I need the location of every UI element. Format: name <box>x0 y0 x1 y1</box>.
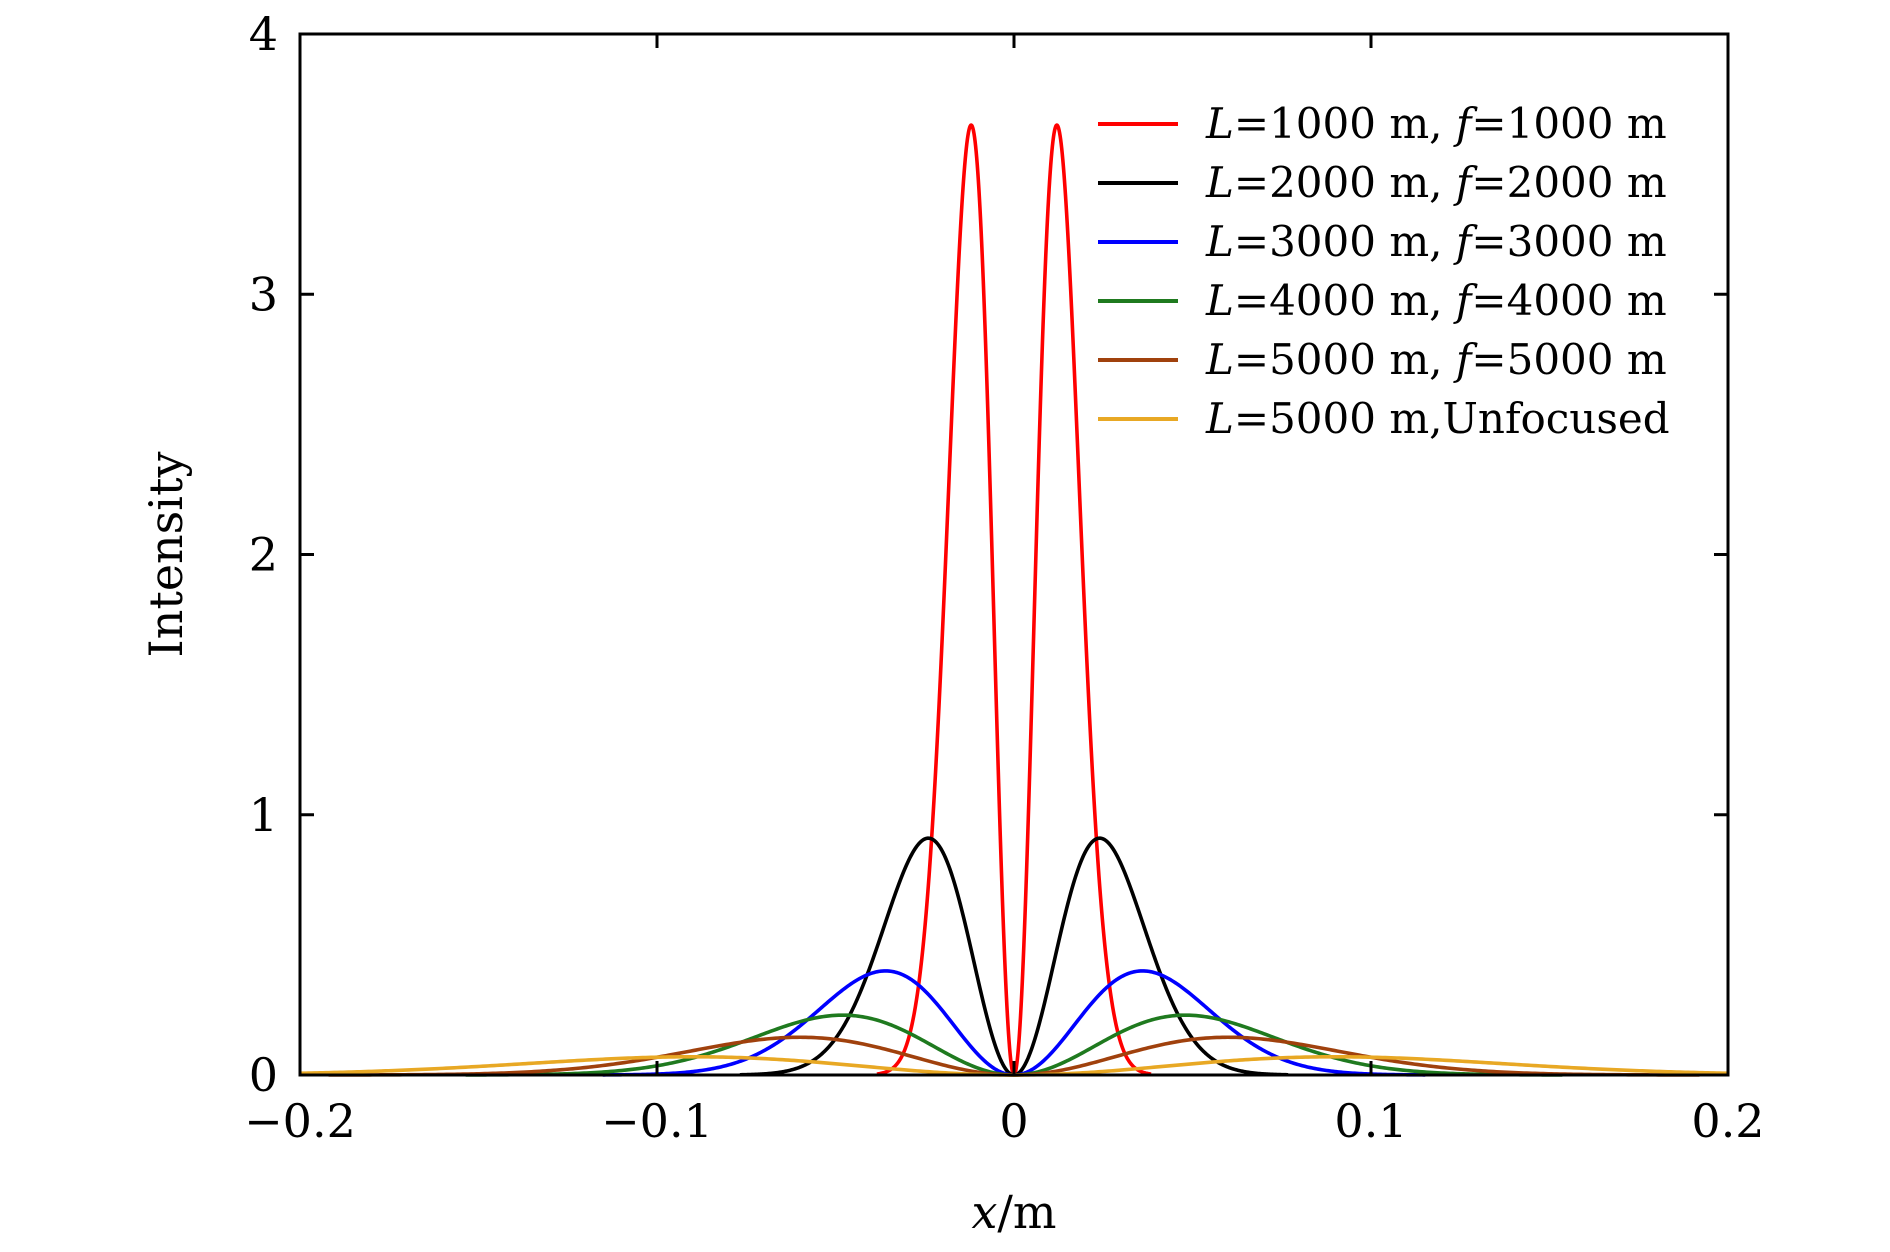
x-axis-label-unit: /m <box>997 1185 1056 1239</box>
legend-label-6: L=5000 m,Unfocused <box>1205 394 1670 443</box>
legend-label-3: L=3000 m, f=3000 m <box>1205 217 1667 266</box>
ticks-layer: −0.2 −0.1 0 0.1 0.2 0 1 2 3 4 <box>244 7 1764 1148</box>
legend: L=1000 m, f=1000 m L=2000 m, f=2000 m L=30… <box>1098 99 1670 443</box>
y-tick-label: 3 <box>249 267 278 321</box>
x-tick-label: −0.1 <box>601 1094 713 1148</box>
legend-label-4: L=4000 m, f=4000 m <box>1205 276 1667 325</box>
x-tick-label: 0.1 <box>1334 1094 1407 1148</box>
y-tick-label: 0 <box>249 1048 278 1102</box>
x-axis-label-variable: x <box>971 1185 997 1239</box>
legend-label-5: L=5000 m, f=5000 m <box>1205 335 1667 384</box>
x-tick-label: 0 <box>999 1094 1028 1148</box>
x-axis-label: x/m <box>971 1185 1056 1239</box>
y-tick-label: 4 <box>249 7 278 61</box>
x-tick-label: 0.2 <box>1691 1094 1764 1148</box>
legend-label-2: L=2000 m, f=2000 m <box>1205 158 1667 207</box>
x-tick-label: −0.2 <box>244 1094 356 1148</box>
legend-label-1: L=1000 m, f=1000 m <box>1205 99 1667 148</box>
y-tick-label: 2 <box>249 528 278 582</box>
y-axis-label: Intensity <box>139 452 193 658</box>
y-tick-label: 1 <box>249 788 278 842</box>
